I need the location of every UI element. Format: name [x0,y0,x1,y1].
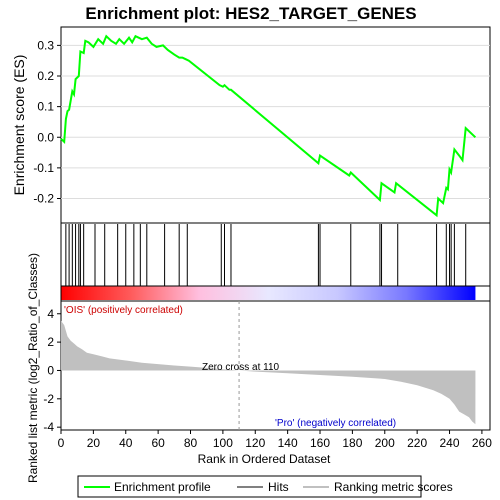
es-tick-label: 0.2 [37,69,54,83]
legend-metric-label: Ranking metric scores [334,480,453,494]
metric-tick-label: 2 [47,335,54,349]
metric-panel: -4 -2 0 2 4 0 20 40 60 80 100 120 140 160 180 200 220 24… [26,253,492,483]
x-tick-label: 200 [375,436,395,450]
enrichment-panel: -0.2 -0.1 0.0 0.1 0.2 0.3 Enrichment score (E… [11,26,491,224]
x-tick-label: 260 [472,436,492,450]
metric-x-ticks: 0 20 40 60 80 100 120 140 160 180 200 220 240 260 [58,430,492,450]
es-tick-label: 0.3 [37,38,54,52]
enrichment-grid [61,44,490,199]
hits-frame [60,222,491,287]
x-tick-label: 180 [342,436,362,450]
enrichment-y-ticks: -0.2 -0.1 0.0 0.1 0.2 0.3 [33,38,61,206]
positive-correlation-label: 'OIS' (positively correlated) [64,305,183,316]
x-tick-label: 20 [87,436,101,450]
x-tick-label: 40 [119,436,133,450]
negative-correlation-label: 'Pro' (negatively correlated) [275,418,396,429]
metric-y-ticks: -4 -2 0 2 4 [43,307,61,434]
x-tick-label: 220 [407,436,427,450]
metric-tick-label: -4 [43,420,54,434]
hits-panel [60,222,491,287]
es-tick-label: -0.2 [33,192,54,206]
x-tick-label: 80 [184,436,198,450]
es-axis-label: Enrichment score (ES) [11,55,27,196]
chart-title: Enrichment plot: HES2_TARGET_GENES [85,4,416,23]
metric-tick-label: 4 [47,307,54,321]
legend-profile-label: Enrichment profile [114,480,211,494]
metric-tick-label: -2 [43,392,54,406]
zero-cross-label: Zero cross at 110 [202,362,280,373]
x-tick-label: 0 [58,436,65,450]
x-tick-label: 120 [245,436,265,450]
x-tick-label: 140 [278,436,298,450]
legend-hits-label: Hits [268,480,289,494]
enrichment-plot-frame [60,26,491,224]
x-tick-label: 100 [213,436,233,450]
rank-color-bar [61,286,476,300]
es-tick-label: -0.1 [33,161,54,175]
x-tick-label: 240 [440,436,460,450]
enrichment-profile-line [60,34,477,218]
metric-axis-label: Ranked list metric (log2_Ratio_of_Classe… [26,253,40,483]
x-axis-label: Rank in Ordered Dataset [198,452,331,466]
es-tick-label: 0.1 [37,100,54,114]
x-tick-label: 160 [310,436,330,450]
x-tick-label: 60 [151,436,165,450]
hits-rug [65,224,467,286]
metric-tick-label: 0 [47,363,54,377]
es-tick-label: 0.0 [37,130,54,144]
ranking-metric-area [61,320,476,425]
legend: Enrichment profile Hits Ranking metric s… [77,475,453,498]
